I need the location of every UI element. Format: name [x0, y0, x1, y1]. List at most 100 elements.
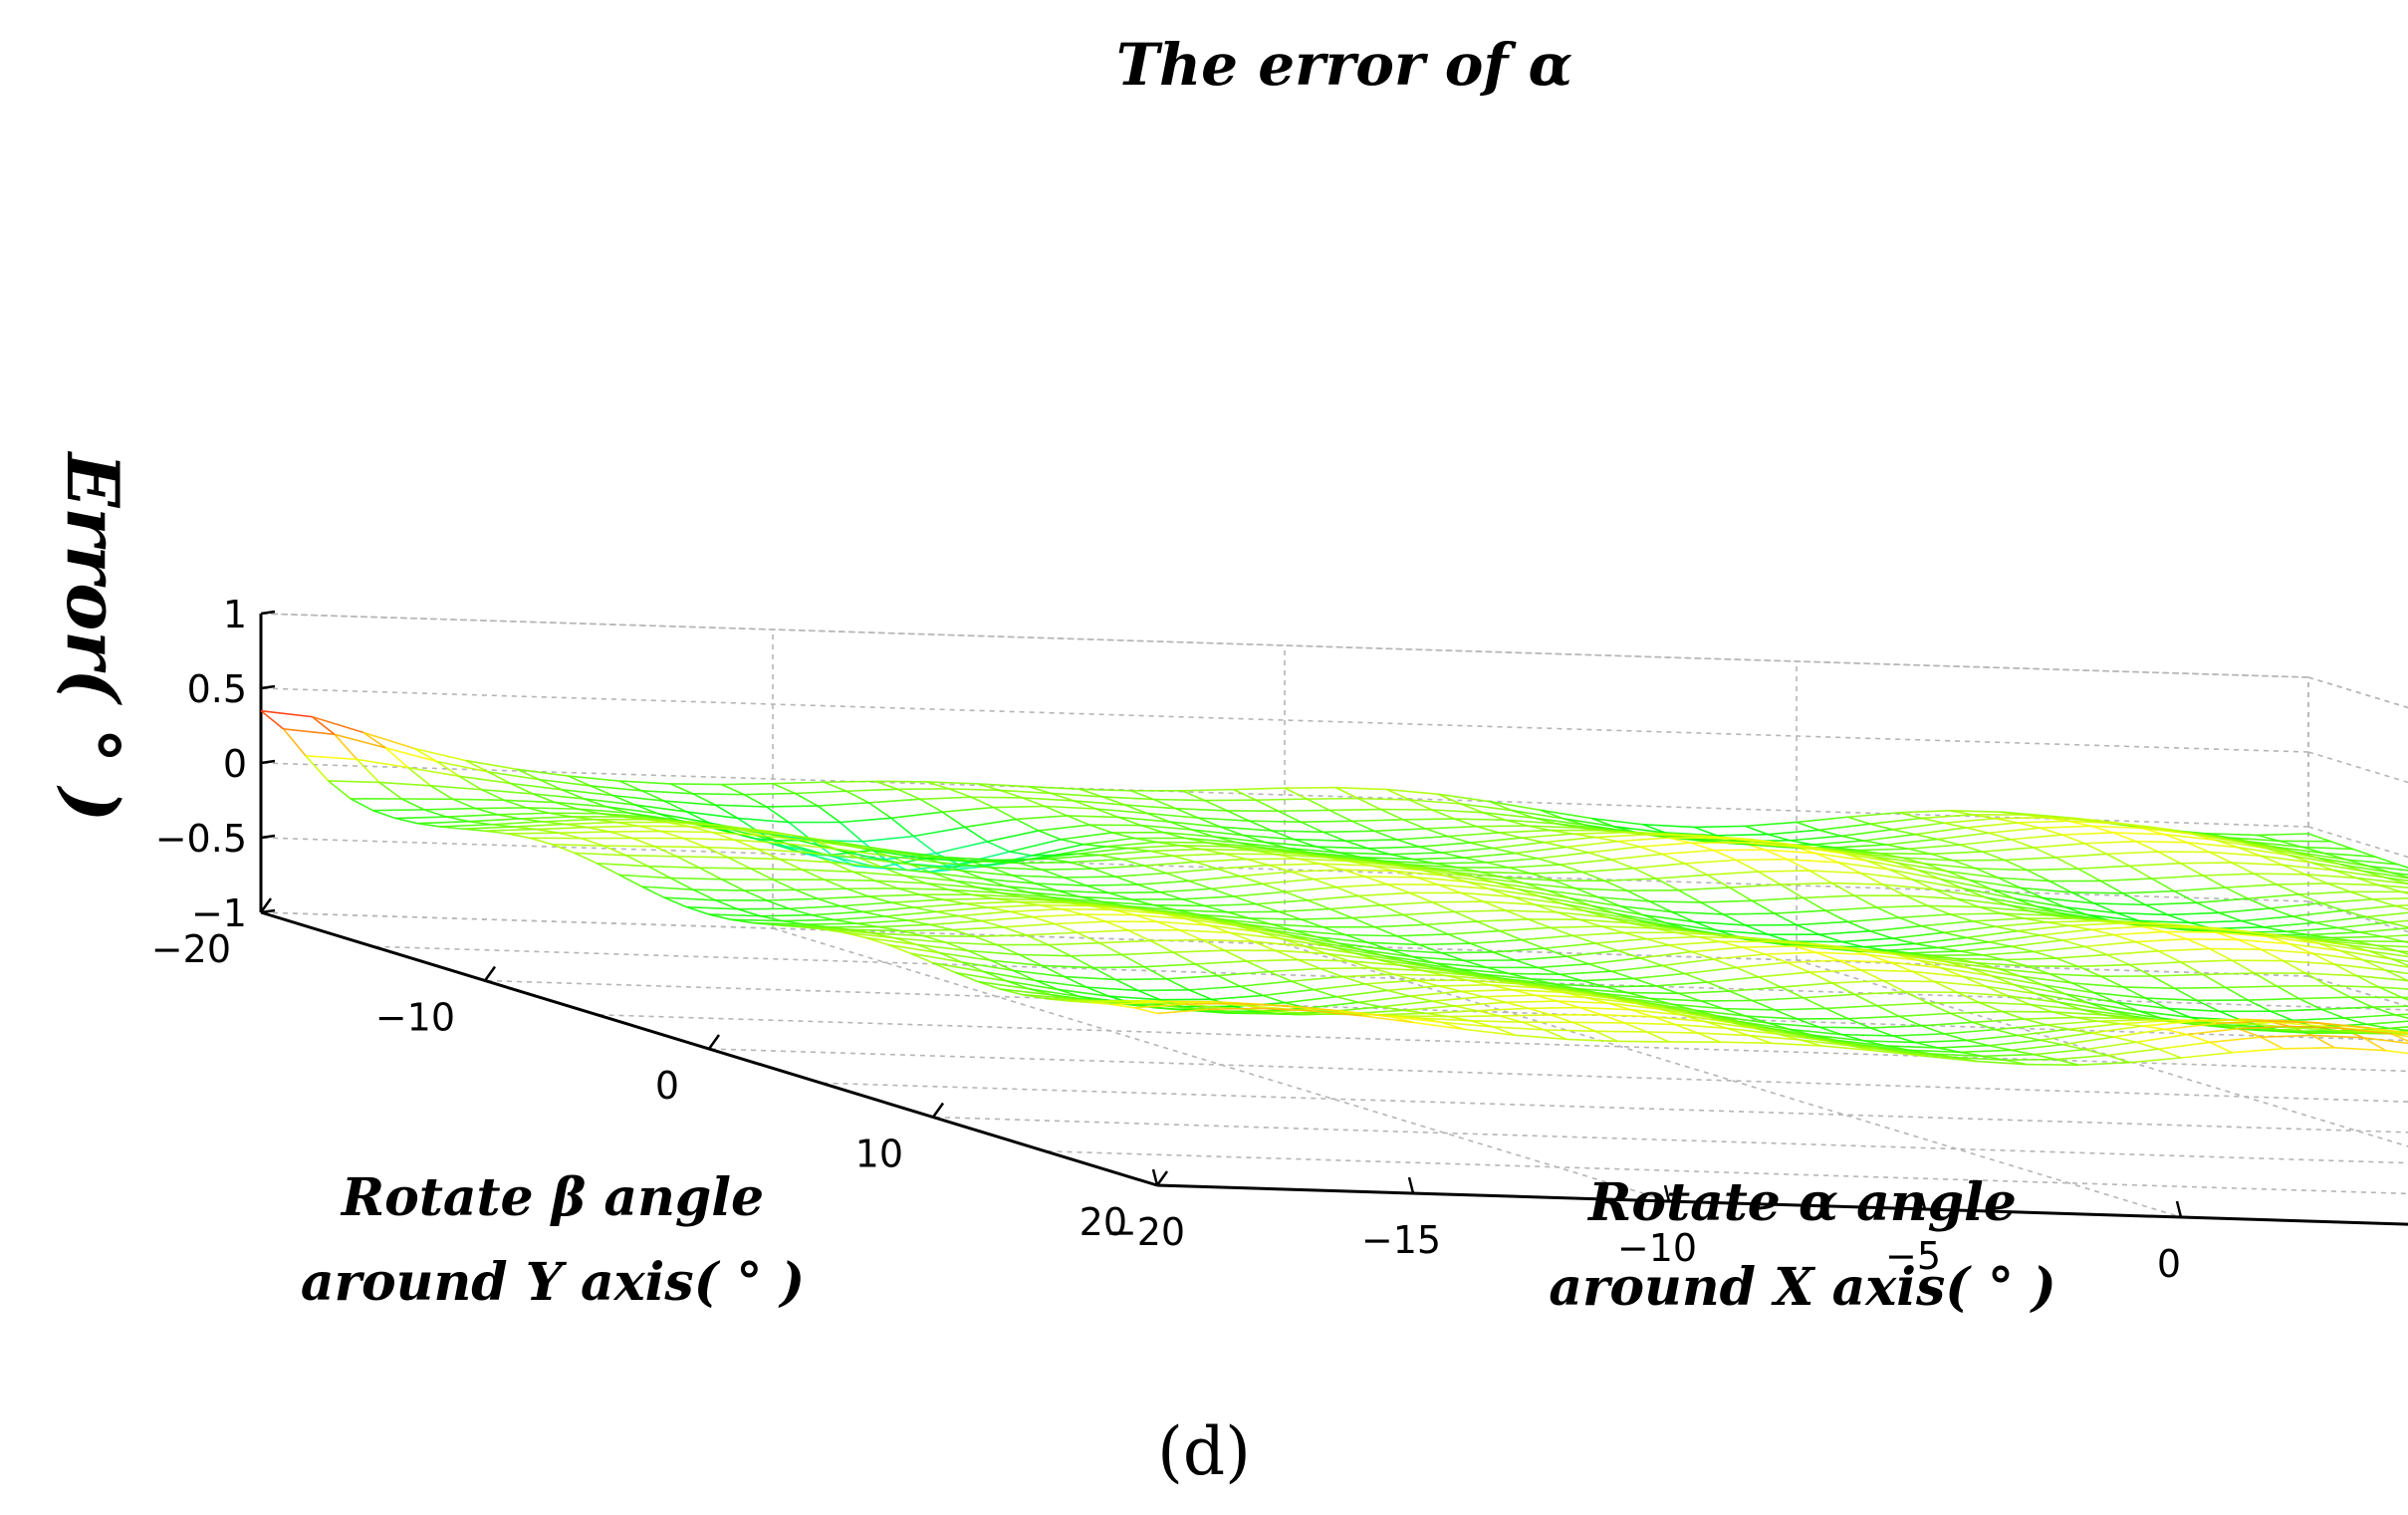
surface-segment [1383, 954, 1436, 964]
surface-segment [1557, 911, 1580, 920]
surface-segment [955, 971, 979, 983]
surface-segment [1953, 860, 1977, 870]
surface-segment [2343, 1014, 2396, 1019]
surface-segment [1077, 931, 1100, 944]
surface-segment [1521, 934, 1573, 941]
surface-segment [1320, 863, 1343, 871]
surface-segment [1233, 788, 1257, 801]
surface-segment [1508, 867, 1532, 875]
surface-segment [1931, 1053, 1983, 1058]
surface-segment [1588, 963, 1612, 972]
surface-segment [2055, 1054, 2108, 1061]
surface-segment [789, 907, 813, 916]
surface-segment [1921, 1025, 1945, 1035]
surface-segment [2186, 842, 2210, 854]
floor-grid-y [1284, 943, 2182, 1218]
surface-segment [1518, 888, 1570, 899]
surface-segment [1690, 842, 1714, 852]
surface-segment [600, 812, 652, 819]
surface-segment [2014, 897, 2066, 908]
surface-segment [605, 806, 658, 815]
surface-segment [1837, 862, 1861, 875]
surface-segment [1515, 846, 1566, 855]
z-axis-label: Error( ° ) [51, 451, 135, 823]
surface-segment [584, 798, 635, 806]
surface-segment [1898, 1015, 1923, 1027]
surface-segment [1767, 833, 1791, 842]
surface-segment [2017, 822, 2041, 829]
surface-segment [2040, 934, 2063, 941]
surface-segment [1406, 960, 1458, 970]
surface-segment [1291, 871, 1315, 881]
surface-segment [1876, 1004, 1900, 1018]
surface-segment [2270, 901, 2322, 909]
surface-segment [2270, 1008, 2322, 1013]
surface-segment [536, 826, 588, 831]
surface-segment [939, 951, 963, 963]
surface-segment [1022, 895, 1075, 902]
surface-segment [1921, 920, 1973, 927]
surface-segment [1432, 995, 1484, 1002]
surface-segment [1847, 812, 1899, 819]
y-tick-label: 10 [855, 1133, 903, 1176]
surface-segment [1328, 907, 1352, 919]
surface-segment [1006, 980, 1059, 991]
surface-segment [1150, 938, 1202, 942]
surface-segment [1655, 981, 1708, 987]
surface-segment [1032, 913, 1084, 918]
surface-segment [2283, 864, 2306, 876]
surface-segment [2106, 851, 2159, 856]
surface-segment [840, 904, 863, 913]
surface-segment [1511, 809, 1564, 820]
surface-segment [1655, 874, 1708, 880]
surface-segment [2320, 897, 2373, 904]
surface-segment [1035, 883, 1087, 886]
surface-segment [2033, 847, 2056, 859]
surface-segment [1147, 1003, 1199, 1010]
surface-segment [2257, 833, 2309, 837]
surface-segment [1665, 832, 1717, 837]
surface-segment [446, 814, 498, 818]
surface-segment [1655, 985, 1679, 995]
surface-segment [1243, 834, 1295, 841]
surface-segment [1463, 959, 1487, 969]
surface-segment [2129, 961, 2181, 966]
surface-segment [2375, 944, 2408, 948]
surface-segment [1048, 943, 1072, 957]
surface-segment [2157, 950, 2182, 963]
surface-segment [618, 780, 642, 792]
surface-segment [1064, 876, 1115, 879]
surface-segment [1950, 810, 2002, 813]
surface-segment [2017, 929, 2041, 936]
surface-segment [1460, 803, 1484, 814]
surface-segment [1288, 1005, 1340, 1012]
surface-segment [1694, 920, 1746, 926]
surface-segment [1506, 1000, 1558, 1004]
surface-segment [1876, 904, 1928, 908]
surface-segment [2356, 974, 2408, 982]
surface-segment [625, 854, 677, 858]
surface-segment [939, 951, 991, 961]
surface-segment [1623, 831, 1676, 836]
surface-segment [542, 818, 595, 823]
surface-segment [1291, 869, 1343, 874]
surface-segment [1742, 946, 1766, 955]
surface-segment [1198, 817, 1250, 823]
surface-segment [2228, 837, 2281, 843]
surface-segment [1393, 973, 1417, 982]
surface-segment [2106, 953, 2130, 966]
surface-segment [1422, 969, 1474, 977]
surface-segment [1966, 936, 1990, 943]
surface-segment [2071, 982, 2124, 988]
surface-segment [2375, 856, 2399, 866]
surface-segment [2039, 827, 2062, 836]
surface-segment [1627, 991, 1679, 995]
surface-segment [663, 800, 716, 806]
surface-segment [2145, 997, 2169, 1010]
surface-segment [1632, 867, 1657, 880]
surface-segment [1105, 920, 1129, 931]
surface-segment [1794, 945, 1845, 950]
surface-segment [1044, 805, 1068, 817]
surface-segment [2174, 886, 2226, 892]
surface-segment [1124, 904, 1177, 911]
